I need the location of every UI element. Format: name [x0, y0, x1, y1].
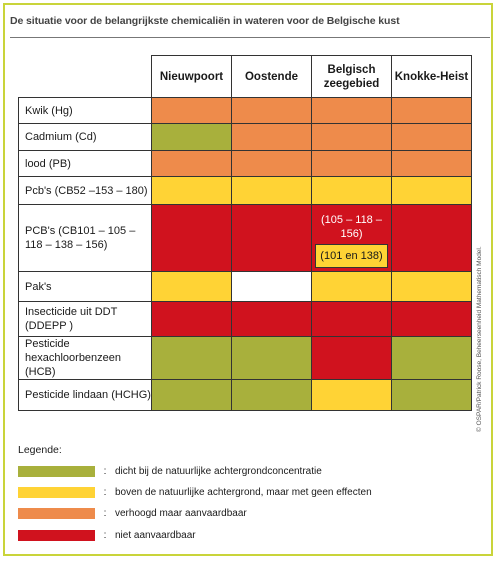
cell-oostende [231, 336, 312, 380]
legend-swatch [18, 508, 95, 519]
cell-oostende [231, 271, 312, 302]
column-header-belgisch-zeegebied: Belgisch zeegebied [311, 55, 392, 98]
cell-belgisch-zeegebied [311, 271, 392, 302]
cell-belgisch-zeegebied [311, 379, 392, 411]
row-label: Kwik (Hg) [18, 97, 152, 124]
cell-knokke-heist [391, 379, 472, 411]
cell-belgisch-zeegebied [311, 336, 392, 380]
cell-belgisch-zeegebied: (105 – 118 – 156) (101 en 138) [311, 204, 392, 272]
cell-nieuwpoort [151, 271, 232, 302]
legend-item: : boven de natuurlijke achtergrond, maar … [18, 487, 372, 498]
cell-knokke-heist [391, 336, 472, 380]
table-row: Pcb's (CB52 –153 – 180) [18, 176, 472, 205]
cell-belgisch-zeegebied [311, 150, 392, 177]
legend-swatch [18, 487, 95, 498]
table-row: Cadmium (Cd) [18, 123, 472, 151]
cell-oostende [231, 204, 312, 272]
cell-belgisch-zeegebied [311, 176, 392, 205]
legend-item: : niet aanvaardbaar [18, 530, 196, 541]
legend-text: boven de natuurlijke achtergrond, maar m… [115, 487, 372, 498]
cell-knokke-heist [391, 301, 472, 337]
table-row: PCB's (CB101 – 105 – 118 – 138 – 156) (10… [18, 204, 472, 272]
row-label: lood (PB) [18, 150, 152, 177]
legend-colon: : [103, 466, 107, 477]
legend-swatch [18, 466, 95, 477]
legend-text: niet aanvaardbaar [115, 530, 196, 541]
legend-text: dicht bij de natuurlijke achtergrondconc… [115, 466, 322, 477]
row-label: PCB's (CB101 – 105 – 118 – 138 – 156) [18, 204, 152, 272]
cell-belgisch-zeegebied [311, 97, 392, 124]
cell-knokke-heist [391, 150, 472, 177]
cell-knokke-heist [391, 123, 472, 151]
legend-item: : verhoogd maar aanvaardbaar [18, 508, 247, 519]
legend-title: Legende: [18, 444, 62, 456]
row-label: Pesticide lindaan (HCHG) [18, 379, 152, 411]
legend-swatch [18, 530, 95, 541]
cell-belgisch-zeegebied [311, 301, 392, 337]
row-label: Cadmium (Cd) [18, 123, 152, 151]
cell-nieuwpoort [151, 301, 232, 337]
cell-knokke-heist [391, 271, 472, 302]
table-row: lood (PB) [18, 150, 472, 177]
legend-colon: : [103, 530, 107, 541]
cell-oostende [231, 301, 312, 337]
chemicals-table: Nieuwpoort Oostende Belgisch zeegebied K… [18, 55, 472, 411]
cell-knokke-heist [391, 97, 472, 124]
table-row: Pak's [18, 271, 472, 302]
cell-nieuwpoort [151, 204, 232, 272]
legend-text: verhoogd maar aanvaardbaar [115, 508, 247, 519]
cell-oostende [231, 150, 312, 177]
row-label: Pcb's (CB52 –153 – 180) [18, 176, 152, 205]
legend-item: : dicht bij de natuurlijke achtergrondcon… [18, 466, 322, 477]
column-header-nieuwpoort: Nieuwpoort [151, 55, 232, 98]
cell-oostende [231, 379, 312, 411]
row-label: Pak's [18, 271, 152, 302]
row-label: Insecticide uit DDT (DDEPP ) [18, 301, 152, 337]
cell-nieuwpoort [151, 97, 232, 124]
table-row: Pesticide hexachloorbenzeen (HCB) [18, 336, 472, 380]
cell-belgisch-zeegebied [311, 123, 392, 151]
row-label: Pesticide hexachloorbenzeen (HCB) [18, 336, 152, 380]
column-header-belgisch-zeegebied-text: Belgisch zeegebied [323, 63, 380, 90]
column-header-oostende: Oostende [231, 55, 312, 98]
cell-oostende [231, 123, 312, 151]
split-cell-top-label: (105 – 118 – 156) [321, 213, 382, 240]
cell-nieuwpoort [151, 379, 232, 411]
cell-knokke-heist [391, 204, 472, 272]
header-corner [18, 55, 152, 98]
split-cell-bottom-label: (101 en 138) [315, 244, 388, 268]
legend-colon: : [103, 487, 107, 498]
cell-nieuwpoort [151, 123, 232, 151]
cell-nieuwpoort [151, 176, 232, 205]
column-header-knokke-heist: Knokke-Heist [391, 55, 472, 98]
cell-oostende [231, 97, 312, 124]
table-header-row: Nieuwpoort Oostende Belgisch zeegebied K… [18, 55, 472, 98]
cell-oostende [231, 176, 312, 205]
cell-nieuwpoort [151, 336, 232, 380]
source-credit: © OSPAR/Patrick Roose, Beheerseenheid Ma… [476, 246, 483, 432]
table-row: Insecticide uit DDT (DDEPP ) [18, 301, 472, 337]
cell-knokke-heist [391, 176, 472, 205]
figure-frame [3, 3, 493, 556]
legend-colon: : [103, 508, 107, 519]
title-divider [10, 37, 490, 38]
table-row: Pesticide lindaan (HCHG) [18, 379, 472, 411]
cell-nieuwpoort [151, 150, 232, 177]
table-row: Kwik (Hg) [18, 97, 472, 124]
figure-title: De situatie voor de belangrijkste chemic… [10, 15, 400, 27]
